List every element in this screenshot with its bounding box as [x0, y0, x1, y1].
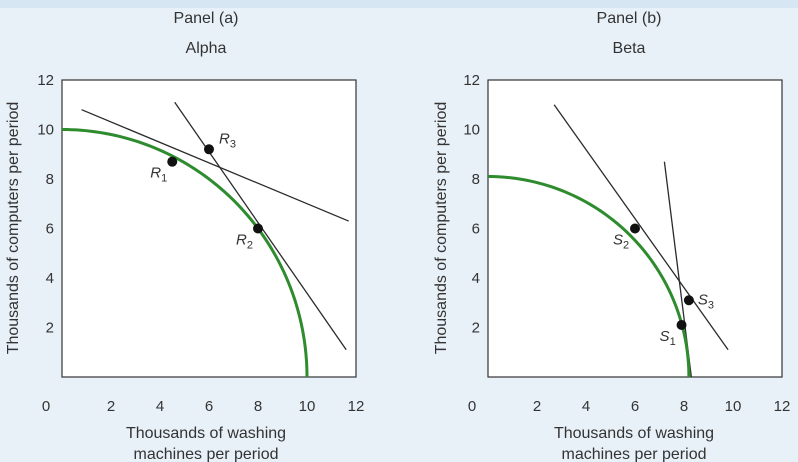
panel-a-y-tick-12: 12: [37, 72, 54, 89]
panel-a-point-r2: [253, 223, 263, 234]
panel-a-y-tick-6: 6: [46, 221, 54, 238]
panel-b-point-s3: [683, 295, 694, 306]
panel-b-y-tick-4: 4: [472, 270, 480, 287]
panel-a-y-tick-4: 4: [46, 270, 54, 287]
panel-b-x-tick-8: 8: [680, 398, 688, 415]
top-band: [0, 0, 798, 8]
panel-a-point-r1: [167, 156, 178, 167]
panel-b-point-s2: [630, 223, 640, 234]
panel-a-point-label-r3: R3: [219, 130, 236, 150]
panel-b-point-label-s1: S1: [660, 328, 676, 348]
panel-a-y-tick-labels: 2 4 6 8 10 12: [37, 72, 54, 337]
panel-b-point-s1: [676, 320, 687, 331]
panel-a-plot-area: [61, 79, 357, 378]
panel-a-y-tick-8: 8: [46, 171, 54, 188]
panel-a-point-label-r1: R1: [150, 165, 167, 185]
panel-a-line-through-r1: [81, 109, 349, 222]
panel-b-y-tick-12: 12: [463, 72, 480, 89]
panel-a-ppc-curve-group: [61, 128, 309, 378]
panel-a-x-tick-8: 8: [254, 398, 262, 415]
panel-a-x-tick-12: 12: [348, 398, 365, 415]
panel-a-x-tick-0: 0: [42, 398, 50, 415]
panel-b-x-axis-label-line2: machines per period: [562, 446, 707, 462]
panel-b-heading: Panel (b): [597, 10, 662, 27]
panel-b-line-through-s2: [553, 104, 729, 351]
panel-a-x-tick-labels: 0 2 4 6 8 10 12: [42, 398, 365, 415]
panel-b-x-tick-6: 6: [631, 398, 639, 415]
panel-b-x-tick-10: 10: [725, 398, 742, 415]
panel-b-y-tick-8: 8: [472, 171, 480, 188]
panel-a-y-tick-10: 10: [37, 122, 54, 139]
panel-a-x-tick-10: 10: [299, 398, 316, 415]
panel-a-point-label-r2: R2: [236, 232, 253, 252]
panel-a-x-tick-4: 4: [156, 398, 164, 415]
panel-b-y-tick-10: 10: [463, 122, 480, 139]
panel-b-x-tick-12: 12: [774, 398, 791, 415]
panel-b-x-tick-2: 2: [533, 398, 541, 415]
panel-b-x-tick-labels: 0 2 4 6 8 10 12: [468, 398, 791, 415]
panel-b-y-tick-6: 6: [472, 221, 480, 238]
panel-b: Panel (b) Beta 0 2 4 6 8 10 12 2 4 6 8 10 12 S1 S2 S3…: [433, 10, 790, 462]
panel-a-x-axis-label-line1: Thousands of washing: [126, 425, 286, 442]
panel-a-x-tick-2: 2: [107, 398, 115, 415]
panel-b-title: Beta: [613, 40, 646, 57]
panel-a-point-r3: [204, 144, 214, 155]
panel-b-y-tick-labels: 2 4 6 8 10 12: [463, 72, 480, 337]
panel-b-point-label-s3: S3: [698, 291, 714, 311]
panel-b-y-axis-label: Thousands of computers per period: [433, 102, 450, 355]
panel-b-x-axis-label-line1: Thousands of washing: [554, 425, 714, 442]
panel-b-y-tick-2: 2: [472, 320, 480, 337]
panel-a-x-axis-label-line2: machines per period: [134, 446, 279, 462]
panel-a-y-axis-label: Thousands of computers per period: [5, 102, 22, 355]
panel-a-y-tick-2: 2: [46, 320, 54, 337]
panel-b-x-tick-0: 0: [468, 398, 476, 415]
panel-b-point-label-s2: S2: [613, 232, 629, 252]
panel-a-title: Alpha: [186, 40, 227, 57]
panel-a-x-tick-6: 6: [205, 398, 213, 415]
panel-a-ppc-curve: [61, 128, 309, 378]
panel-b-x-tick-4: 4: [582, 398, 590, 415]
panel-a-heading: Panel (a): [174, 10, 239, 27]
panel-a-points: R1 R2 R3: [150, 130, 263, 252]
panel-b-points: S1 S2 S3: [613, 223, 714, 348]
